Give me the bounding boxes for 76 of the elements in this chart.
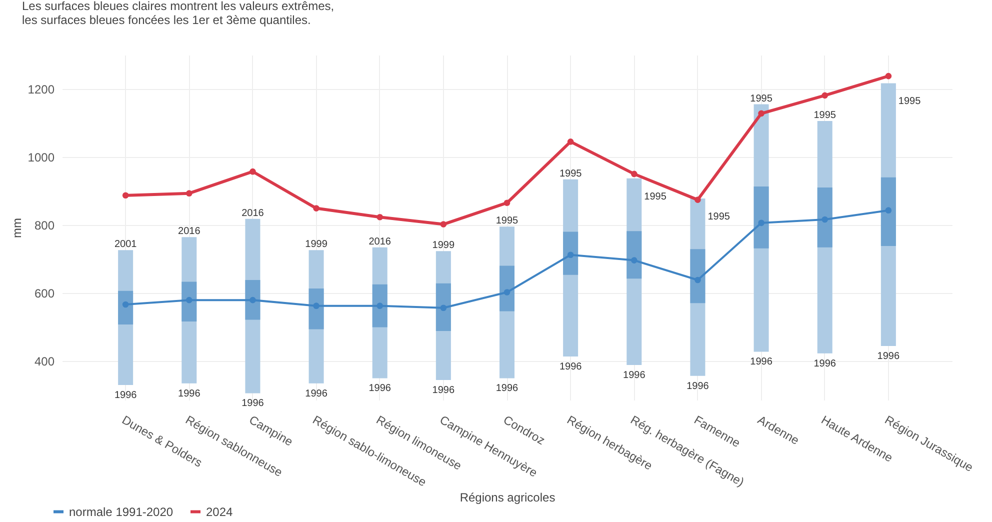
annotation: 1996 bbox=[368, 383, 392, 394]
annotation: 1995 bbox=[496, 216, 519, 227]
point bbox=[694, 196, 701, 203]
chart-title: Les surfaces bleues claires montrent les valeurs extrêmes, bbox=[22, 0, 334, 13]
point bbox=[440, 221, 447, 228]
annotation: 2001 bbox=[114, 239, 138, 250]
annotation: 1996 bbox=[623, 370, 646, 381]
annotation: 1996 bbox=[496, 383, 519, 394]
bar bbox=[500, 266, 514, 312]
y-tick-label: 400 bbox=[34, 354, 55, 368]
point bbox=[758, 110, 764, 117]
annotation: 1995 bbox=[644, 191, 667, 202]
annotation: 1995 bbox=[814, 110, 836, 121]
point bbox=[186, 296, 192, 304]
point bbox=[504, 289, 510, 296]
annotation: 1996 bbox=[750, 356, 773, 368]
legend-label: 2024 bbox=[206, 504, 234, 519]
point bbox=[822, 92, 828, 99]
chart-subtitle: les surfaces bleues foncées les 1er et 3ème quantiles. bbox=[22, 13, 311, 27]
annotation: 1996 bbox=[178, 388, 201, 400]
bar bbox=[817, 188, 832, 248]
annotation: 1995 bbox=[559, 168, 582, 180]
y-tick-label: 1200 bbox=[28, 82, 55, 96]
annotation: 1996 bbox=[432, 384, 455, 396]
point bbox=[376, 214, 384, 220]
point bbox=[885, 72, 892, 80]
point bbox=[186, 190, 192, 196]
y-axis-title: mm bbox=[10, 218, 24, 238]
point bbox=[630, 257, 638, 264]
y-tick-label: 1000 bbox=[28, 150, 55, 164]
annotation: 1996 bbox=[877, 350, 900, 362]
legend-label: normale 1991-2020 bbox=[69, 504, 174, 519]
x-axis-title: Régions agricoles bbox=[460, 490, 556, 504]
annotation: 1996 bbox=[305, 388, 328, 400]
point bbox=[694, 276, 701, 284]
point bbox=[758, 220, 764, 226]
annotation: 2016 bbox=[178, 226, 201, 238]
annotation: 1995 bbox=[708, 211, 730, 222]
y-tick-label: 600 bbox=[34, 286, 55, 300]
bar bbox=[880, 177, 896, 246]
point bbox=[122, 192, 129, 199]
point bbox=[567, 138, 574, 145]
annotation: 1996 bbox=[686, 380, 710, 392]
annotation: 2016 bbox=[368, 236, 392, 248]
point bbox=[313, 205, 320, 212]
point bbox=[122, 301, 129, 308]
point bbox=[376, 302, 384, 310]
point bbox=[440, 304, 447, 312]
bar bbox=[563, 232, 578, 275]
bar bbox=[245, 280, 260, 320]
point bbox=[250, 296, 256, 304]
annotation: 1996 bbox=[814, 358, 836, 370]
bar bbox=[308, 288, 324, 330]
point bbox=[567, 252, 574, 258]
annotation: 1996 bbox=[559, 361, 582, 372]
bar bbox=[754, 186, 769, 248]
annotation: 1995 bbox=[898, 96, 922, 108]
bar bbox=[436, 283, 451, 331]
annotation: 2016 bbox=[242, 208, 264, 219]
bar bbox=[182, 282, 197, 322]
y-tick-label: 800 bbox=[34, 218, 55, 232]
annotation: 1995 bbox=[750, 93, 773, 104]
bar bbox=[372, 284, 388, 328]
point bbox=[313, 302, 320, 310]
annotation: 1999 bbox=[305, 239, 328, 250]
annotation: 1996 bbox=[242, 398, 264, 410]
annotation: 1999 bbox=[432, 240, 455, 252]
bar bbox=[118, 290, 134, 325]
bar bbox=[626, 231, 642, 279]
point bbox=[630, 170, 638, 178]
point bbox=[822, 216, 828, 223]
point bbox=[885, 207, 892, 214]
point bbox=[250, 168, 256, 175]
bar bbox=[690, 249, 706, 304]
point bbox=[504, 200, 510, 206]
annotation: 1996 bbox=[114, 390, 138, 402]
